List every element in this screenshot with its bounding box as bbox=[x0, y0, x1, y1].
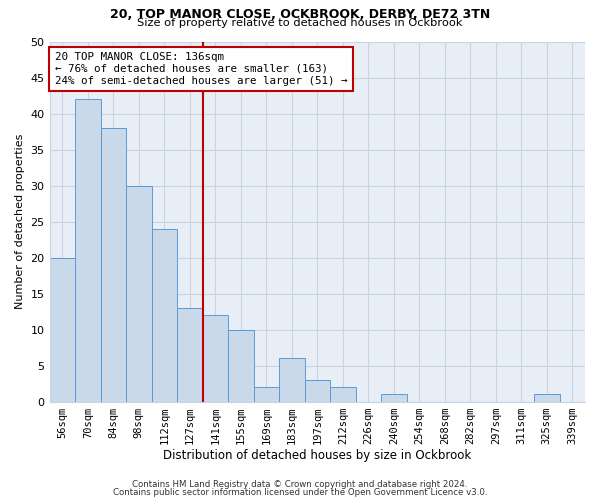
Bar bbox=[228, 330, 254, 402]
Bar bbox=[152, 228, 177, 402]
Bar bbox=[101, 128, 126, 402]
Text: Contains HM Land Registry data © Crown copyright and database right 2024.: Contains HM Land Registry data © Crown c… bbox=[132, 480, 468, 489]
Bar bbox=[305, 380, 330, 402]
Bar bbox=[50, 258, 75, 402]
Bar bbox=[534, 394, 560, 402]
Text: 20, TOP MANOR CLOSE, OCKBROOK, DERBY, DE72 3TN: 20, TOP MANOR CLOSE, OCKBROOK, DERBY, DE… bbox=[110, 8, 490, 20]
Text: 20 TOP MANOR CLOSE: 136sqm
← 76% of detached houses are smaller (163)
24% of sem: 20 TOP MANOR CLOSE: 136sqm ← 76% of deta… bbox=[55, 52, 347, 86]
Y-axis label: Number of detached properties: Number of detached properties bbox=[15, 134, 25, 309]
Text: Contains public sector information licensed under the Open Government Licence v3: Contains public sector information licen… bbox=[113, 488, 487, 497]
Bar bbox=[279, 358, 305, 402]
Bar bbox=[177, 308, 203, 402]
Bar bbox=[381, 394, 407, 402]
Bar bbox=[126, 186, 152, 402]
Bar bbox=[75, 99, 101, 402]
X-axis label: Distribution of detached houses by size in Ockbrook: Distribution of detached houses by size … bbox=[163, 450, 472, 462]
Bar bbox=[254, 387, 279, 402]
Bar bbox=[330, 387, 356, 402]
Text: Size of property relative to detached houses in Ockbrook: Size of property relative to detached ho… bbox=[137, 18, 463, 28]
Bar bbox=[203, 315, 228, 402]
